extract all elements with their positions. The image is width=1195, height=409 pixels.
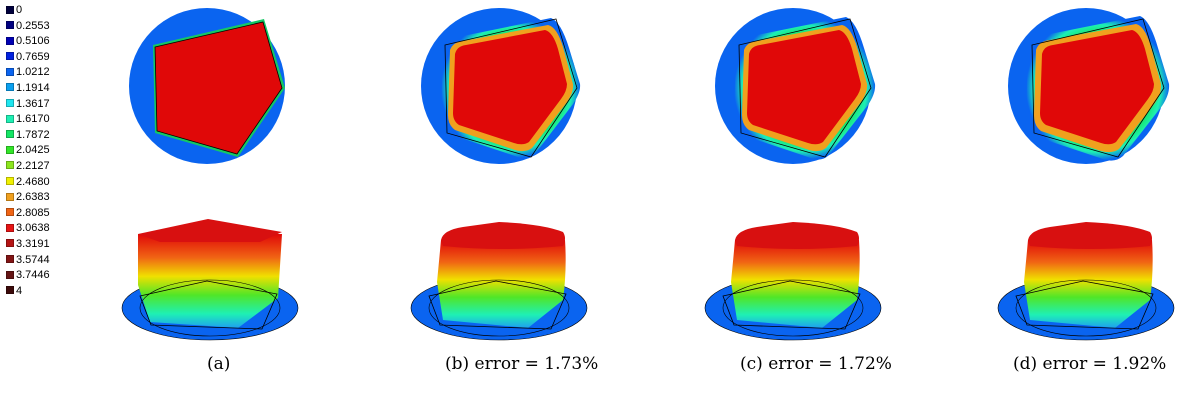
legend-swatch	[6, 161, 14, 170]
panel-b-3d-view	[410, 222, 588, 341]
legend-item: 3.3191	[6, 237, 66, 253]
panel-a-3d-view	[121, 219, 299, 341]
legend-item: 0.7659	[6, 50, 66, 66]
legend-label: 2.6383	[16, 191, 50, 204]
legend-item: 0.5106	[6, 34, 66, 50]
legend-label: 2.8085	[16, 206, 50, 219]
base-pentagon-outline	[722, 280, 861, 330]
legend-label: 0	[16, 4, 23, 16]
base-pentagon-outline	[428, 280, 567, 330]
prism-side	[138, 234, 282, 328]
legend-label: 0.5106	[16, 35, 50, 48]
legend-label: 1.7872	[16, 128, 50, 141]
legend-swatch	[6, 145, 14, 154]
prism-side	[731, 240, 860, 328]
legend-item: 2.8085	[6, 206, 66, 222]
legend-item: 0	[6, 3, 66, 19]
prism-top	[735, 222, 859, 249]
panel-d: (d) error = 1.92%	[990, 0, 1190, 409]
legend-item: 3.0638	[6, 221, 66, 237]
panel-d-top-view	[1008, 8, 1170, 164]
legend-swatch	[6, 130, 14, 139]
legend-swatch	[6, 286, 14, 295]
legend-swatch	[6, 5, 14, 14]
legend-label: 0.2553	[16, 19, 50, 32]
legend-swatch	[6, 36, 14, 45]
legend-swatch	[6, 208, 14, 217]
panel-c: (c) error = 1.72%	[697, 0, 897, 409]
legend-label: 2.2127	[16, 159, 50, 172]
panel-c-3d-view	[704, 222, 882, 341]
legend-item: 3.5744	[6, 253, 66, 269]
panel-a-top-view	[129, 8, 285, 164]
prism-side	[1024, 240, 1153, 328]
base-disc-outline-arc	[722, 279, 864, 337]
panel-c-top-view	[715, 8, 876, 164]
legend-item: 1.7872	[6, 128, 66, 144]
pentagon-outline	[1031, 18, 1165, 158]
legend-item: 1.3617	[6, 97, 66, 113]
legend-item: 1.0212	[6, 65, 66, 81]
panel-a: (a)	[110, 0, 310, 409]
pentagon-outline	[738, 18, 872, 158]
legend-swatch	[6, 52, 14, 61]
legend-item: 3.7446	[6, 268, 66, 284]
legend-label: 0.7659	[16, 50, 50, 63]
legend-item: 2.4680	[6, 175, 66, 191]
legend-item: 2.6383	[6, 190, 66, 206]
caption-b: (b) error = 1.73%	[445, 354, 599, 374]
pentagon-outline	[444, 18, 578, 158]
legend-label: 1.6170	[16, 113, 50, 126]
panel-d-3d-view	[997, 222, 1175, 341]
panel-b: (b) error = 1.73%	[403, 0, 603, 409]
color-legend: 0 0.2553 0.5106 0.7659 1.0212 1.1914 1.3617 1.6…	[6, 3, 66, 299]
pentagon-plateau	[747, 30, 861, 145]
base-disc-outline-arc	[1015, 279, 1157, 337]
caption-d: (d) error = 1.92%	[1013, 354, 1167, 374]
prism-top	[1028, 222, 1152, 249]
legend-label: 3.3191	[16, 237, 50, 250]
caption-a: (a)	[207, 354, 231, 374]
legend-label: 1.1914	[16, 81, 50, 94]
prism-side	[437, 240, 566, 328]
legend-swatch	[6, 223, 14, 232]
legend-swatch	[6, 67, 14, 76]
panel-b-top-view	[421, 8, 581, 164]
legend-swatch	[6, 239, 14, 248]
legend-item: 1.6170	[6, 112, 66, 128]
legend-swatch	[6, 192, 14, 201]
legend-swatch	[6, 114, 14, 123]
legend-swatch	[6, 255, 14, 263]
pentagon-plateau	[154, 21, 283, 155]
base-pentagon-outline	[139, 280, 278, 330]
legend-swatch	[6, 21, 14, 30]
legend-swatch	[6, 177, 14, 186]
legend-label: 3.0638	[16, 222, 50, 235]
caption-c: (c) error = 1.72%	[740, 354, 892, 374]
legend-swatch	[6, 99, 14, 108]
legend-label: 2.0425	[16, 144, 50, 157]
base-pentagon-outline	[1015, 280, 1154, 330]
legend-item: 2.2127	[6, 159, 66, 175]
legend-label: 1.0212	[16, 66, 50, 79]
legend-label: 3.7446	[16, 269, 50, 282]
legend-label: 3.5744	[16, 253, 50, 266]
legend-label: 1.3617	[16, 97, 50, 110]
legend-label: 2.4680	[16, 175, 50, 188]
legend-label: 4	[16, 284, 23, 297]
legend-swatch	[6, 270, 14, 279]
legend-item: 1.1914	[6, 81, 66, 97]
pentagon-plateau	[1040, 30, 1154, 145]
legend-item: 4	[6, 284, 66, 300]
base-disc-outline-arc	[428, 279, 570, 337]
legend-item: 2.0425	[6, 143, 66, 159]
legend-swatch	[6, 83, 14, 92]
prism-top	[441, 222, 565, 249]
base-disc-outline-arc	[139, 279, 281, 337]
prism-top	[138, 219, 282, 242]
pentagon-plateau	[453, 30, 567, 145]
legend-item: 0.2553	[6, 19, 66, 35]
